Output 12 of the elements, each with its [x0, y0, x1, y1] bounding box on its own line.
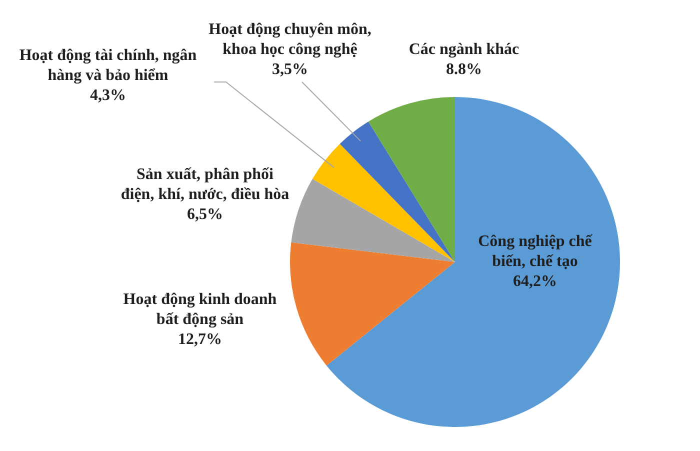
slice-label: Các ngành khác: [408, 41, 520, 58]
slice-label: Hoạt động chuyên môn, khoa học công nghệ: [208, 21, 372, 58]
slice-label: Sản xuất, phân phối điện, khí, nước, điều hòa: [120, 166, 290, 204]
data-label: 12,7%: [178, 331, 222, 348]
data-label: 4,3%: [90, 87, 126, 104]
data-label: 8.8%: [446, 61, 482, 78]
slice-label: Hoạt động tài chính, ngân hàng và bảo hiểm: [19, 47, 197, 84]
slice-label: Hoạt động kinh doanh bất động sản: [123, 291, 277, 328]
slice-label: Công nghiệp chế biến, chế tạo: [478, 233, 593, 270]
data-label: 6,5%: [187, 206, 223, 224]
data-label: 3,5%: [272, 61, 308, 78]
data-label: 64,2%: [513, 273, 557, 290]
